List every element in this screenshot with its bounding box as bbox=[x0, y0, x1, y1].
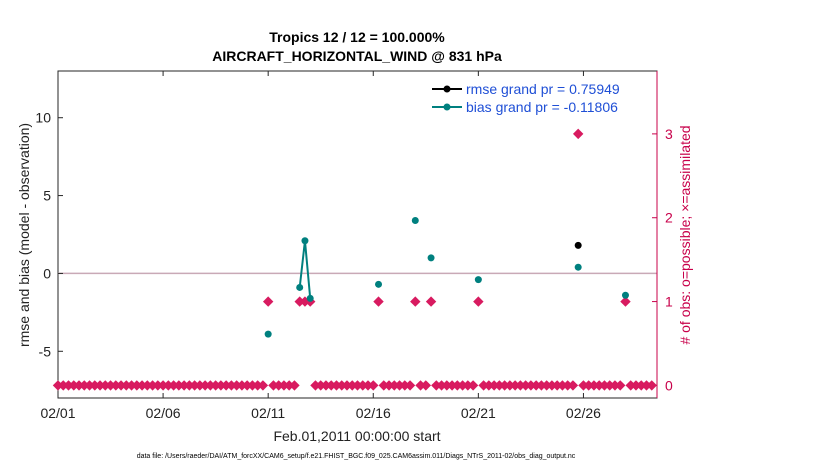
bias-point bbox=[411, 216, 419, 224]
bias-point bbox=[301, 237, 309, 245]
obs-count-marker bbox=[262, 296, 274, 307]
x-axis-label: Feb.01,2011 00:00:00 start bbox=[273, 428, 440, 444]
bias-point bbox=[296, 283, 304, 291]
rmse-point bbox=[574, 241, 582, 249]
bias-point bbox=[574, 263, 582, 271]
plot-area bbox=[57, 70, 658, 399]
legend-bias-label: bias grand pr = -0.11806 bbox=[466, 99, 618, 115]
obs-count-marker bbox=[257, 380, 269, 391]
obs-count-marker bbox=[467, 380, 479, 391]
bias-series bbox=[264, 216, 629, 338]
obs-count-marker bbox=[620, 296, 631, 307]
x-tick-label: 02/16 bbox=[356, 405, 391, 421]
data-file-footnote: data file: /Users/raeder/DAI/ATM_forcXX/… bbox=[137, 453, 576, 460]
obs-count-marker bbox=[615, 380, 626, 391]
obs-count-marker bbox=[420, 380, 432, 391]
obs-count-marker bbox=[572, 128, 584, 140]
chart-title-line1: Tropics 12 / 12 = 100.000% bbox=[269, 29, 445, 45]
bias-point bbox=[306, 294, 314, 302]
y-right-tick-label: 1 bbox=[665, 294, 673, 310]
obs-count-marker bbox=[368, 380, 379, 391]
legend-bias-marker bbox=[443, 103, 451, 111]
y-tick-label: 10 bbox=[35, 110, 51, 126]
bias-point bbox=[427, 254, 435, 262]
bias-point bbox=[621, 291, 629, 299]
obs-count-series bbox=[52, 128, 657, 391]
obs-count-marker bbox=[425, 296, 437, 307]
y-axis-label: rmse and bias (model - observation) bbox=[16, 123, 32, 347]
obs-count-marker bbox=[404, 380, 416, 391]
obs-count-marker bbox=[289, 380, 300, 391]
y-right-axis-ticks: 0 1 2 3 bbox=[652, 71, 673, 398]
obs-count-marker bbox=[473, 296, 484, 307]
legend-rmse-label: rmse grand pr = 0.75949 bbox=[466, 81, 620, 97]
rmse-series bbox=[574, 241, 582, 249]
obs-count-marker bbox=[646, 380, 657, 391]
y-right-axis-label: # of obs: o=possible; ×=assimilated bbox=[677, 125, 693, 344]
x-axis-ticks: 02/01 02/06 02/11 02/16 02/21 02/26 bbox=[40, 71, 601, 421]
obs-count-marker bbox=[373, 296, 384, 307]
x-tick-label: 02/11 bbox=[251, 405, 285, 421]
y-tick-label: -5 bbox=[39, 343, 52, 359]
x-tick-label: 02/01 bbox=[40, 405, 75, 421]
bias-point bbox=[375, 280, 383, 288]
x-tick-label: 02/06 bbox=[146, 405, 181, 421]
legend: rmse grand pr = 0.75949 bias grand pr = … bbox=[432, 81, 620, 115]
y-right-tick-label: 3 bbox=[665, 126, 673, 142]
y-tick-label: 5 bbox=[43, 188, 51, 204]
y-tick-label: 0 bbox=[43, 265, 51, 281]
bias-point bbox=[264, 330, 272, 338]
x-tick-label: 02/21 bbox=[461, 405, 496, 421]
y-right-tick-label: 0 bbox=[665, 377, 673, 393]
obs-count-marker bbox=[410, 296, 421, 307]
y-axis-ticks: -5 0 5 10 bbox=[35, 110, 63, 359]
legend-rmse-marker bbox=[443, 85, 451, 93]
x-tick-label: 02/26 bbox=[566, 405, 601, 421]
y-right-tick-label: 2 bbox=[665, 210, 673, 226]
obs-count-marker bbox=[567, 380, 579, 391]
chart-title-line2: AIRCRAFT_HORIZONTAL_WIND @ 831 hPa bbox=[212, 48, 502, 64]
bias-point bbox=[474, 276, 482, 284]
